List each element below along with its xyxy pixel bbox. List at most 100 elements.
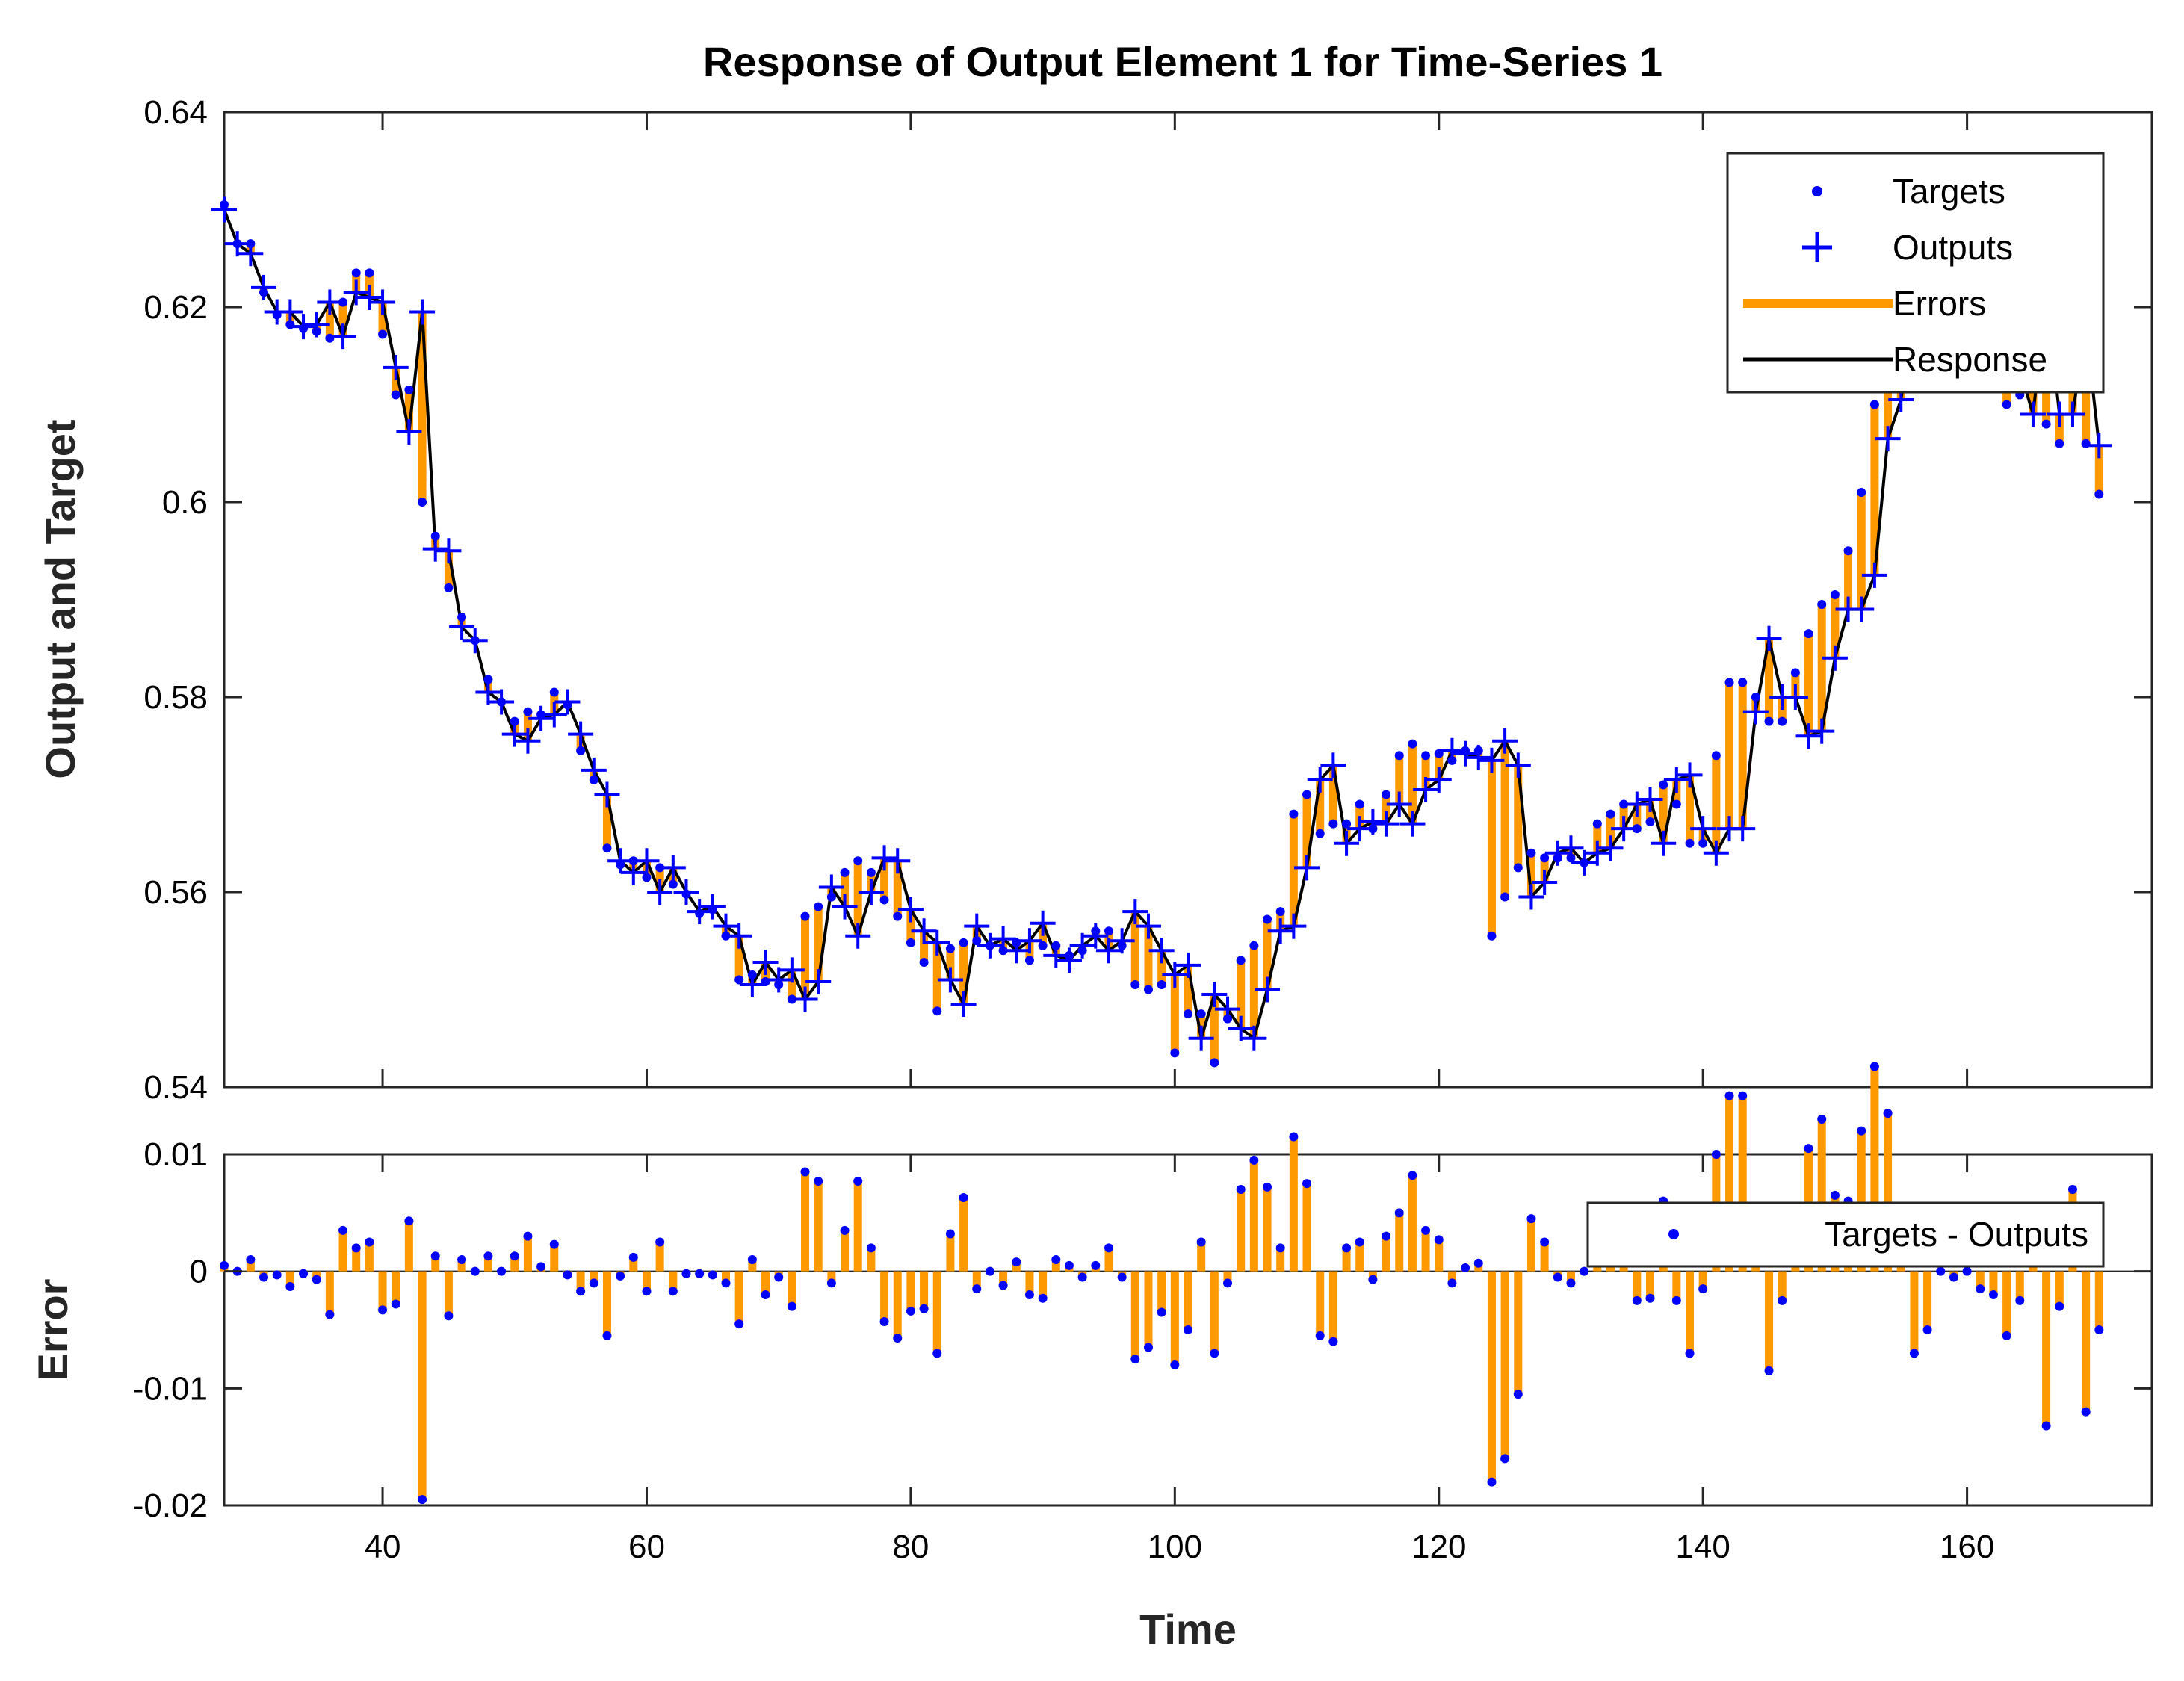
error-point [655, 1237, 665, 1247]
output-point [356, 284, 383, 310]
output-point [1083, 923, 1109, 949]
error-point [628, 1252, 638, 1262]
target-point [365, 268, 374, 278]
error-point [430, 1251, 440, 1261]
error-point [642, 1287, 652, 1296]
output-point [541, 702, 567, 728]
error-point [998, 1281, 1008, 1290]
output-point [990, 926, 1016, 952]
output-point [1822, 645, 1848, 671]
error-point [1949, 1272, 1958, 1282]
error-point [589, 1278, 598, 1288]
output-point [924, 929, 950, 956]
output-point [1518, 884, 1544, 910]
target-point [2055, 439, 2064, 448]
target-point [1342, 819, 1352, 829]
output-point [1215, 996, 1241, 1022]
bottom-legend: Targets - Outputs [1586, 1201, 2105, 1268]
target-point [1645, 817, 1655, 827]
target-point [351, 268, 361, 278]
error-point [1157, 1307, 1166, 1317]
output-point [1386, 791, 1412, 817]
output-point [330, 323, 356, 350]
target-point [1382, 790, 1391, 799]
error-point [1526, 1214, 1536, 1224]
target-point [549, 687, 559, 697]
output-point [291, 314, 317, 340]
target-point [1394, 751, 1404, 761]
output-point [1730, 816, 1756, 842]
error-point [1645, 1293, 1655, 1303]
error-point [2094, 1325, 2104, 1334]
error-point [1024, 1290, 1034, 1299]
output-point [1175, 952, 1201, 978]
target-point [853, 856, 863, 866]
target-point [1289, 809, 1299, 819]
target-point [1526, 848, 1536, 858]
output-point [436, 538, 462, 564]
error-point [444, 1311, 454, 1321]
target-point [602, 843, 612, 853]
bottom-y-tick-label: 0 [190, 1254, 208, 1290]
target-point [2094, 489, 2104, 499]
output-point [726, 923, 752, 949]
error-point [1012, 1257, 1021, 1267]
output-point [1677, 762, 1703, 788]
error-point [2055, 1301, 2064, 1311]
top-y-tick-label: 0.56 [143, 874, 208, 911]
output-point [634, 848, 660, 874]
error-point [1091, 1260, 1101, 1270]
output-point [897, 897, 924, 923]
error-point [1738, 1091, 1748, 1100]
error-point [1922, 1325, 1932, 1334]
target-point [418, 498, 427, 507]
error-point [325, 1310, 335, 1319]
target-point [1790, 668, 1800, 678]
output-point [211, 196, 237, 223]
target-point [814, 902, 823, 911]
output-point [792, 986, 818, 1012]
output-point [1016, 928, 1042, 954]
output-point [1849, 596, 1875, 622]
output-point [607, 848, 634, 874]
error-point [220, 1260, 229, 1270]
legend-diff-marker [1668, 1229, 1679, 1239]
target-point [1408, 739, 1417, 749]
output-point [1597, 835, 1624, 861]
target-point [1540, 853, 1550, 863]
error-point [1724, 1091, 1734, 1100]
output-point [1294, 855, 1320, 881]
target-point [1328, 819, 1338, 829]
target-point [906, 938, 915, 947]
top-y-axis-label: Output and Target [37, 419, 84, 778]
output-point [818, 874, 844, 900]
x-axis-label: Time [1139, 1606, 1237, 1653]
error-point [708, 1270, 717, 1280]
output-point [858, 879, 884, 905]
target-point [1592, 819, 1602, 829]
output-point [1439, 737, 1465, 764]
error-point [1038, 1293, 1048, 1303]
error-point [285, 1282, 295, 1292]
target-point [800, 911, 810, 921]
error-point [602, 1331, 612, 1340]
output-point [277, 299, 303, 325]
error-point [1315, 1331, 1325, 1340]
target-point [1513, 863, 1523, 873]
output-point [1651, 830, 1677, 856]
target-point [1659, 780, 1668, 790]
target-point [1275, 907, 1285, 917]
error-point [761, 1290, 770, 1299]
output-point [1756, 625, 1782, 651]
error-point [1671, 1295, 1681, 1305]
error-point [1394, 1208, 1404, 1218]
target-point [1500, 892, 1510, 902]
target-point [1817, 600, 1827, 610]
bottom-x-tick-label: 140 [1675, 1529, 1730, 1565]
target-point [1236, 956, 1246, 965]
output-point [845, 923, 871, 949]
output-point [1611, 816, 1637, 842]
top-y-ticks: 0.54 0.56 0.58 0.6 0.62 0.64 [143, 94, 2152, 1106]
error-point [1566, 1278, 1576, 1288]
output-point [1479, 747, 1505, 773]
